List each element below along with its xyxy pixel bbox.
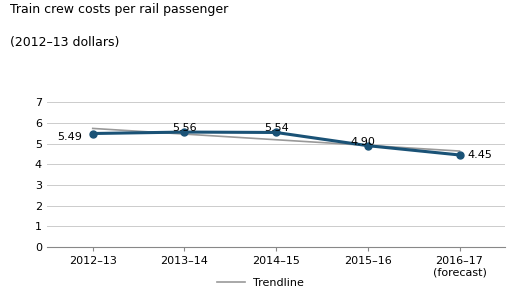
Text: Train crew costs per rail passenger: Train crew costs per rail passenger — [10, 3, 229, 16]
Text: 5.49: 5.49 — [57, 132, 82, 142]
Text: 5.56: 5.56 — [172, 123, 197, 133]
Text: (2012–13 dollars): (2012–13 dollars) — [10, 36, 120, 49]
Text: 4.90: 4.90 — [351, 137, 376, 147]
Text: 5.54: 5.54 — [264, 123, 289, 133]
Text: 4.45: 4.45 — [467, 150, 492, 160]
Legend: Trendline: Trendline — [212, 274, 309, 293]
